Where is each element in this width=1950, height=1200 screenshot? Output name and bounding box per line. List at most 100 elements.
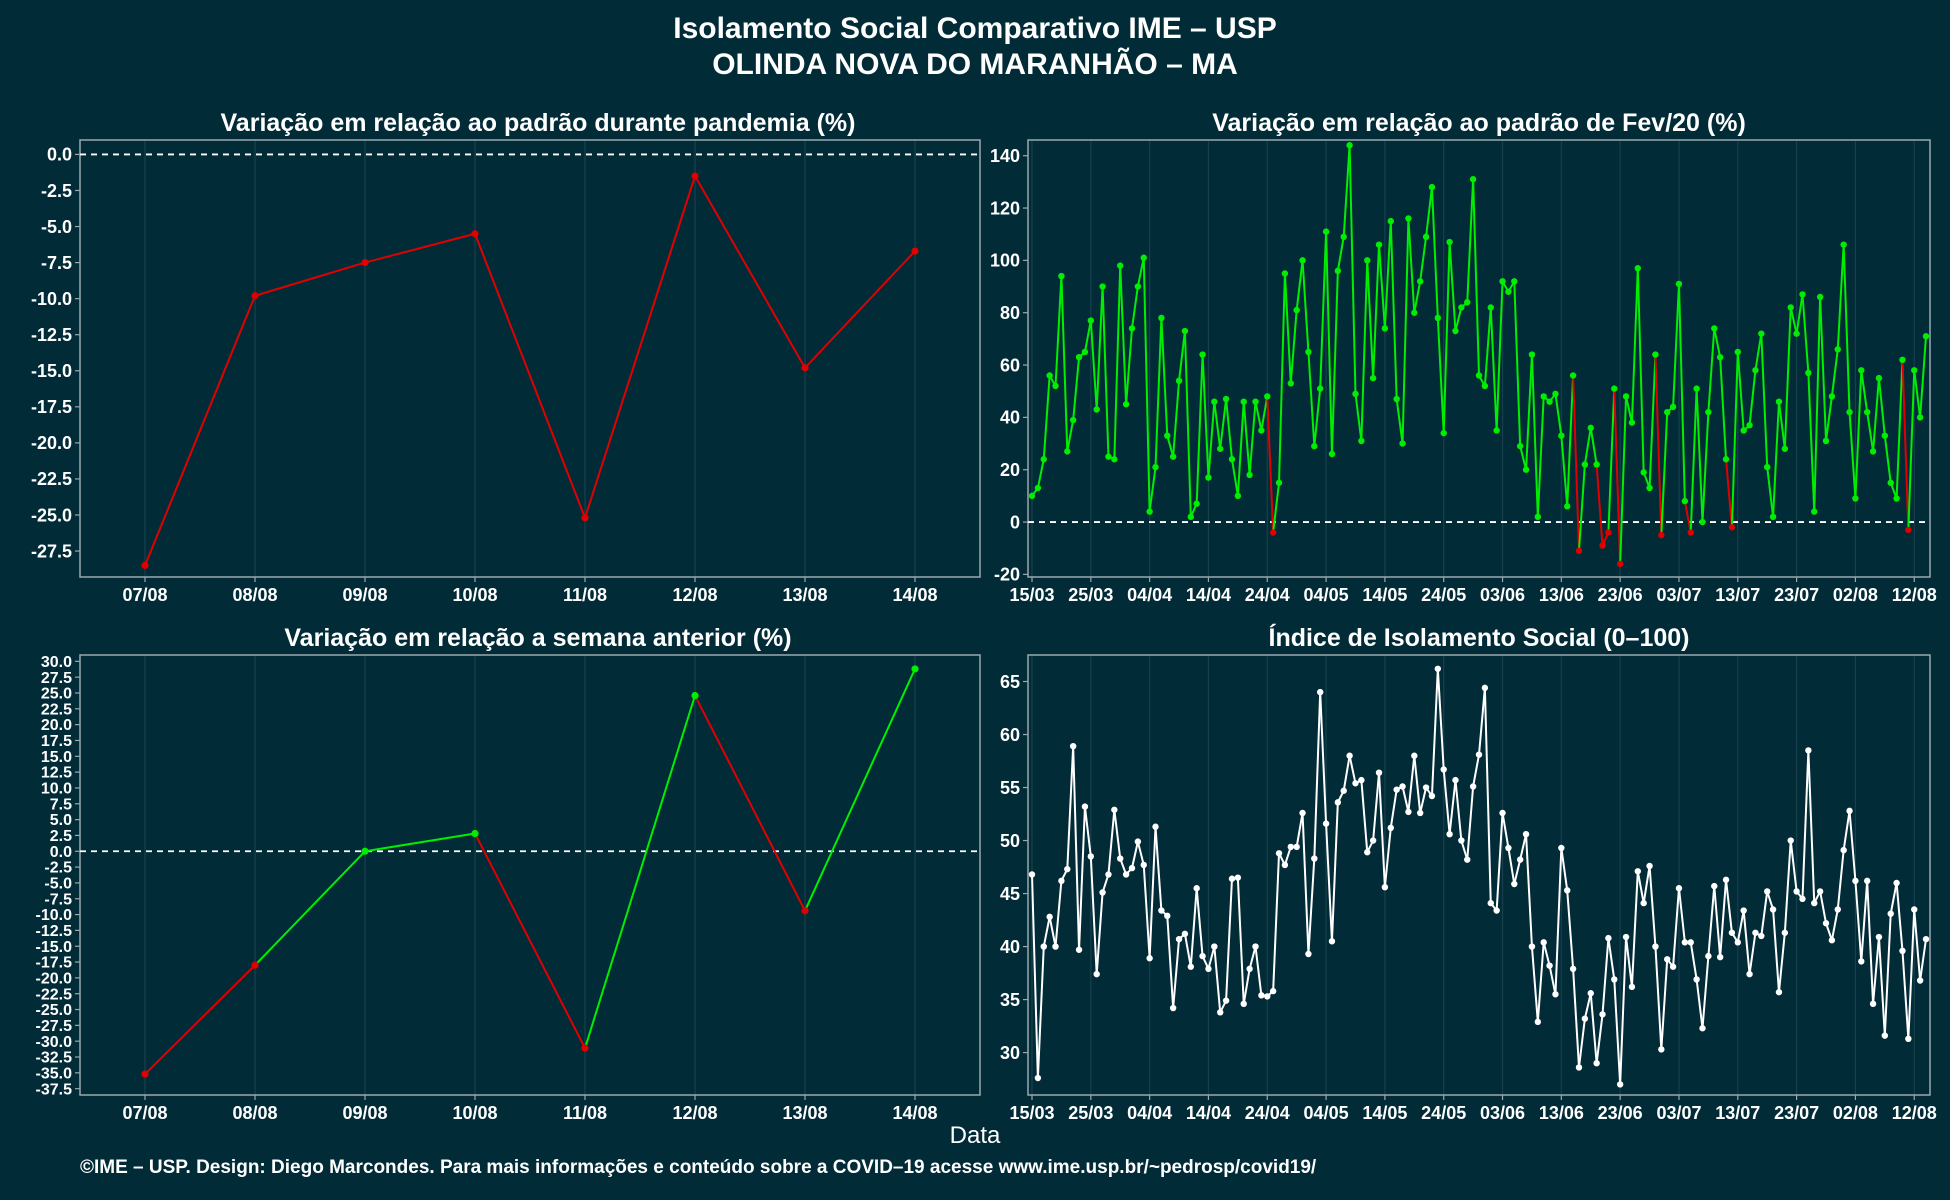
data-point-index [1064, 865, 1071, 873]
series-segment-feb20 [1607, 388, 1616, 533]
data-point-feb20 [1616, 560, 1624, 568]
data-point-index [1564, 887, 1571, 894]
data-point-index [1534, 1018, 1542, 1026]
y-tick-label-pandemic: -2.5 [41, 181, 72, 201]
series-segment-index [1248, 946, 1257, 970]
data-point-feb20 [1222, 395, 1230, 403]
series-segment-index [1113, 809, 1122, 859]
series-segment-index [1436, 668, 1445, 770]
series-segment-index [1654, 946, 1663, 1050]
series-segment-index [1842, 810, 1851, 851]
series-segment-index [1648, 865, 1657, 947]
y-tick-label-weekly: -10.0 [36, 907, 73, 924]
series-segment-index [1595, 1014, 1604, 1064]
data-point-index [1117, 855, 1124, 862]
y-tick-label-weekly: 30.0 [41, 654, 72, 671]
data-point-feb20 [1875, 374, 1883, 382]
x-tick-label-index: 24/04 [1245, 1103, 1290, 1123]
data-point-feb20 [1569, 372, 1577, 379]
data-point-pandemic [581, 514, 589, 522]
data-point-index [1858, 958, 1865, 965]
data-point-feb20 [1440, 429, 1447, 437]
data-point-index [1840, 846, 1847, 854]
data-point-index [1387, 824, 1394, 832]
y-tick-label-weekly: 7.5 [50, 796, 72, 813]
series-segment-index [1307, 858, 1316, 955]
data-point-index [1569, 965, 1577, 973]
series-segment-weekly [584, 695, 696, 1049]
x-tick-label-feb20: 04/04 [1127, 585, 1172, 605]
series-segment-feb20 [1095, 286, 1104, 410]
data-point-feb20 [1128, 325, 1136, 332]
data-point-index [1816, 888, 1824, 895]
data-point-feb20 [1628, 419, 1636, 426]
data-point-index [1152, 823, 1159, 830]
series-segment-index [1330, 802, 1339, 942]
y-tick-label-weekly: -35.0 [36, 1065, 73, 1082]
data-point-index [1069, 742, 1077, 750]
y-tick-label-weekly: -15.0 [36, 939, 73, 956]
series-segment-feb20 [1566, 375, 1575, 507]
data-point-feb20 [1787, 304, 1794, 311]
series-segment-feb20 [1883, 435, 1892, 483]
series-segment-feb20 [1795, 294, 1804, 334]
x-tick-label-index: 23/07 [1774, 1103, 1819, 1123]
series-segment-feb20 [1595, 464, 1604, 546]
data-point-feb20 [1681, 497, 1689, 505]
series-segment-feb20 [1413, 281, 1422, 313]
data-point-feb20 [1769, 513, 1777, 521]
series-segment-feb20 [1242, 401, 1251, 476]
data-point-feb20 [1693, 385, 1700, 392]
data-point-index [1128, 864, 1136, 872]
data-point-feb20 [1311, 442, 1318, 450]
series-segment-weekly [694, 695, 806, 912]
data-point-index [1522, 830, 1530, 838]
x-tick-label-index: 23/06 [1598, 1103, 1643, 1123]
series-segment-feb20 [1801, 294, 1810, 373]
data-point-feb20 [1240, 398, 1247, 405]
data-point-feb20 [1905, 526, 1912, 534]
data-point-feb20 [1393, 395, 1400, 403]
y-tick-label-weekly: 10.0 [41, 781, 72, 798]
data-point-feb20 [1146, 508, 1153, 515]
series-segment-index [1883, 913, 1892, 1036]
data-point-feb20 [1475, 372, 1483, 379]
y-tick-label-weekly: 12.5 [41, 765, 72, 782]
series-segment-feb20 [1836, 244, 1845, 350]
data-point-feb20 [1364, 257, 1371, 264]
x-tick-label-index: 04/05 [1304, 1103, 1349, 1123]
data-point-index [1446, 830, 1453, 838]
data-point-feb20 [1634, 265, 1642, 272]
series-segment-index [1530, 946, 1539, 1022]
series-segment-feb20 [1101, 286, 1110, 457]
series-segment-feb20 [1436, 317, 1445, 434]
series-segment-index [1919, 939, 1927, 981]
y-tick-label-pandemic: -22.5 [31, 469, 72, 489]
series-segment-index [1501, 812, 1510, 849]
data-point-feb20 [1711, 325, 1718, 332]
x-tick-label-index: 14/04 [1186, 1103, 1231, 1123]
y-tick-label-index: 40 [1000, 937, 1020, 957]
data-point-index [1140, 861, 1147, 869]
series-segment-feb20 [1683, 500, 1692, 533]
series-segment-index [1889, 882, 1898, 914]
y-tick-label-pandemic: -7.5 [41, 253, 72, 273]
series-segment-index [1448, 780, 1457, 835]
data-point-index [1364, 849, 1371, 856]
data-point-index [1134, 838, 1142, 845]
data-point-feb20 [1881, 432, 1889, 439]
y-tick-label-pandemic: -5.0 [41, 217, 72, 237]
series-segment-feb20 [1736, 351, 1745, 431]
series-segment-feb20 [1054, 276, 1063, 387]
data-point-feb20 [1493, 427, 1500, 434]
series-segment-feb20 [1089, 320, 1098, 410]
data-point-index [1763, 888, 1771, 895]
series-segment-feb20 [1366, 260, 1375, 379]
series-segment-feb20 [1325, 231, 1333, 455]
series-segment-index [1472, 754, 1480, 787]
x-tick-label-feb20: 15/03 [1009, 585, 1054, 605]
series-segment-index [1142, 864, 1151, 959]
series-segment-feb20 [1813, 296, 1822, 512]
